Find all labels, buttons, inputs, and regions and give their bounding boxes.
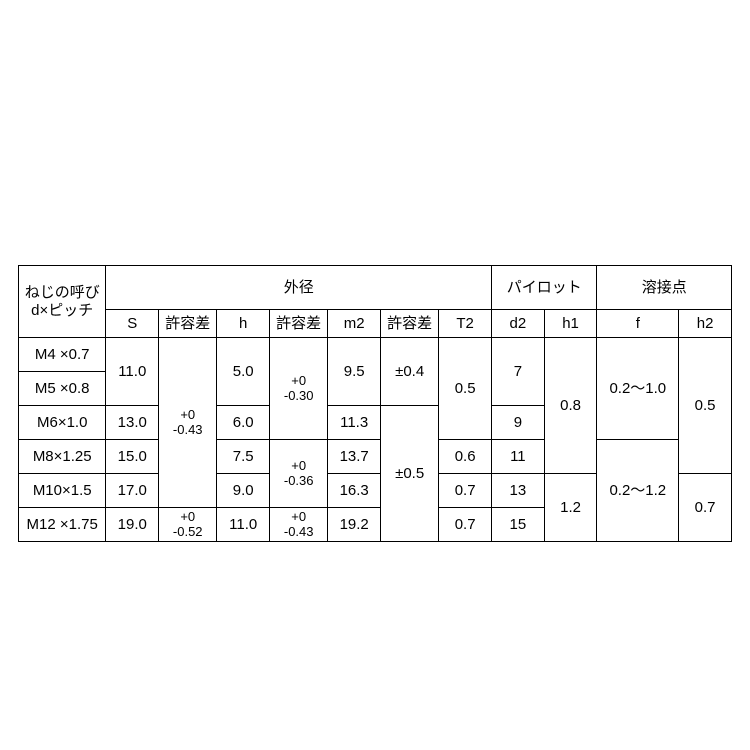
- cell-S: 15.0: [106, 440, 159, 474]
- cell-m2: 13.7: [328, 440, 381, 474]
- cell-f: 0.2～1.0: [597, 338, 679, 440]
- cell-d2: 9: [492, 406, 545, 440]
- cell-S-tol: +0 -0.43: [159, 338, 217, 508]
- cell-S-tol: +0 -0.52: [159, 508, 217, 542]
- cell-d2: 7: [492, 338, 545, 406]
- col-m2: m2: [328, 310, 381, 338]
- col-f: f: [597, 310, 679, 338]
- cell-name: M6×1.0: [19, 406, 106, 440]
- cell-h2: 0.5: [679, 338, 732, 474]
- col-name-header: ねじの呼びd×ピッチ: [19, 266, 106, 338]
- tol-minus: -0.36: [270, 474, 327, 489]
- tol-plus: +0: [270, 459, 327, 474]
- cell-h: 9.0: [217, 474, 270, 508]
- cell-S: 13.0: [106, 406, 159, 440]
- tol-plus: +0: [270, 374, 327, 389]
- cell-f: 0.2～1.2: [597, 440, 679, 542]
- cell-S: 19.0: [106, 508, 159, 542]
- col-S-tol: 許容差: [159, 310, 217, 338]
- cell-T2: 0.5: [439, 338, 492, 440]
- cell-S: 17.0: [106, 474, 159, 508]
- cell-name: M5 ×0.8: [19, 372, 106, 406]
- cell-h-tol: +0 -0.43: [270, 508, 328, 542]
- col-S: S: [106, 310, 159, 338]
- cell-h1: 0.8: [544, 338, 597, 474]
- cell-d2: 11: [492, 440, 545, 474]
- cell-m2-tol: ±0.4: [381, 338, 439, 406]
- table-row: M4 ×0.7 11.0 +0 -0.43 5.0 +0 -0.30 9.5 ±…: [19, 338, 732, 372]
- col-group-outer: 外径: [106, 266, 492, 310]
- cell-h1: 1.2: [544, 474, 597, 542]
- cell-name: M8×1.25: [19, 440, 106, 474]
- cell-h: 7.5: [217, 440, 270, 474]
- tol-minus: -0.43: [270, 525, 327, 540]
- cell-h: 11.0: [217, 508, 270, 542]
- cell-m2: 16.3: [328, 474, 381, 508]
- cell-d2: 13: [492, 474, 545, 508]
- tol-plus: +0: [270, 510, 327, 525]
- col-group-weld: 溶接点: [597, 266, 732, 310]
- col-h-tol: 許容差: [270, 310, 328, 338]
- col-d2: d2: [492, 310, 545, 338]
- spec-table-container: ねじの呼びd×ピッチ 外径 パイロット 溶接点 S 許容差 h 許容差 m2 許…: [18, 265, 732, 542]
- tol-plus: +0: [159, 408, 216, 423]
- tol-minus: -0.43: [159, 423, 216, 438]
- spec-table: ねじの呼びd×ピッチ 外径 パイロット 溶接点 S 許容差 h 許容差 m2 許…: [18, 265, 732, 542]
- cell-T2: 0.6: [439, 440, 492, 474]
- col-m2-tol: 許容差: [381, 310, 439, 338]
- cell-h: 5.0: [217, 338, 270, 406]
- cell-T2: 0.7: [439, 474, 492, 508]
- tol-minus: -0.30: [270, 389, 327, 404]
- cell-m2: 9.5: [328, 338, 381, 406]
- col-h: h: [217, 310, 270, 338]
- cell-d2: 15: [492, 508, 545, 542]
- cell-h2: 0.7: [679, 474, 732, 542]
- cell-m2-tol: ±0.5: [381, 406, 439, 542]
- table-row: M8×1.25 15.0 7.5 +0 -0.36 13.7 0.6 11 0.…: [19, 440, 732, 474]
- text: ねじの呼びd×ピッチ: [25, 284, 100, 319]
- tol-minus: -0.52: [159, 525, 216, 540]
- cell-name: M12 ×1.75: [19, 508, 106, 542]
- col-group-pilot: パイロット: [492, 266, 597, 310]
- cell-T2: 0.7: [439, 508, 492, 542]
- cell-m2: 11.3: [328, 406, 381, 440]
- cell-h-tol: +0 -0.30: [270, 338, 328, 440]
- cell-S: 11.0: [106, 338, 159, 406]
- tol-plus: +0: [159, 510, 216, 525]
- cell-h: 6.0: [217, 406, 270, 440]
- cell-m2: 19.2: [328, 508, 381, 542]
- col-h2: h2: [679, 310, 732, 338]
- cell-name: M4 ×0.7: [19, 338, 106, 372]
- col-h1: h1: [544, 310, 597, 338]
- cell-h-tol: +0 -0.36: [270, 440, 328, 508]
- col-T2: T2: [439, 310, 492, 338]
- cell-name: M10×1.5: [19, 474, 106, 508]
